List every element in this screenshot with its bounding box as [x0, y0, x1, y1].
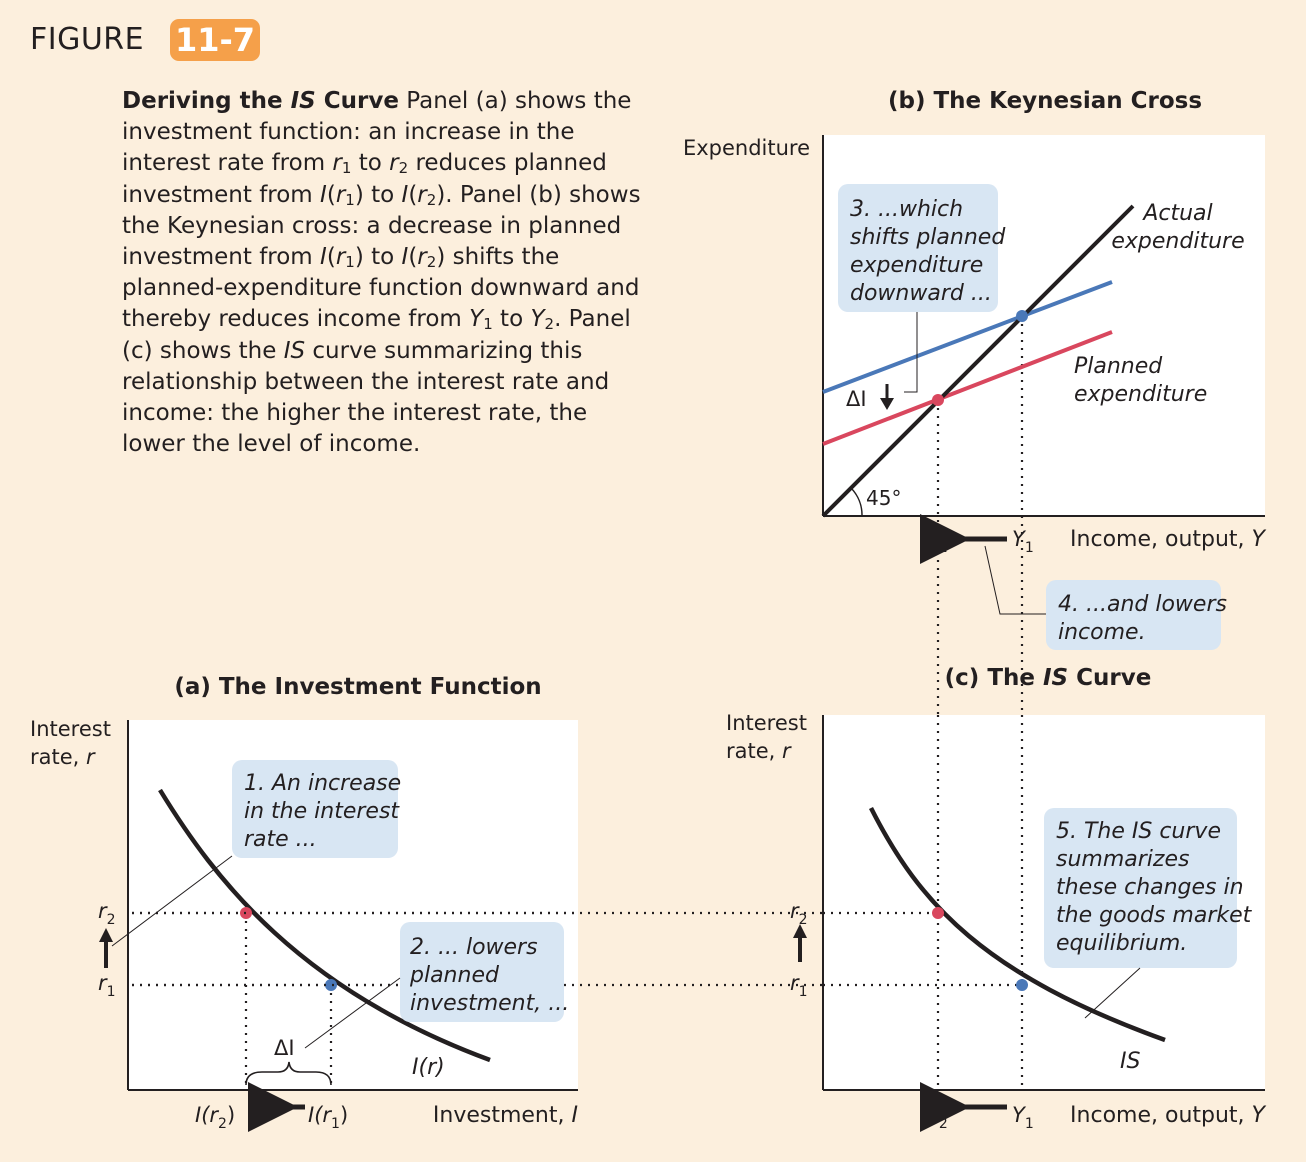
callout-1-leader: [111, 855, 233, 947]
figure-label: FIGURE: [30, 22, 145, 57]
figure-caption: Deriving the IS Curve Panel (a) shows th…: [122, 86, 642, 460]
callout-5-text: 5. The IS curve summarizes these changes i…: [1056, 819, 1253, 956]
delta-i-brace: [245, 1061, 332, 1086]
panel-a-title: (a) The Investment Function: [174, 674, 541, 700]
y1-tick-label-b: Y1: [1012, 527, 1034, 556]
callout-4: [1046, 580, 1221, 650]
investment-curve-label: I(r): [412, 1055, 445, 1080]
panel-a-x-axis-label: Investment, I: [433, 1103, 578, 1128]
panel-b-y-axis-label: Expenditure: [683, 136, 810, 160]
equilibrium-point-2: [932, 394, 944, 406]
callout-2-leader: [304, 977, 401, 1049]
y2-tick-label-b: Y2: [926, 527, 948, 556]
angle-arc: [850, 487, 863, 517]
is-point-r2: [932, 907, 944, 919]
delta-i-down-arrow-head: [880, 398, 894, 410]
callout-3-text: 3. ...which shifts planned expenditure down…: [850, 197, 1006, 306]
is-curve: [868, 806, 1166, 1043]
y2-tick-label-c: Y2: [926, 1103, 948, 1132]
investment-point-r1: [325, 979, 337, 991]
callout-2: [400, 922, 564, 1022]
is-point-r1: [1016, 979, 1028, 991]
r2-tick-label-c: r2: [790, 899, 808, 928]
callout-4-text: 4. ...and lowers income.: [1058, 592, 1227, 645]
ir2-tick-label: I(r2): [195, 1103, 235, 1132]
is-curve-label: IS: [1120, 1049, 1140, 1074]
callout-2-text: 2. ... lowers planned investment, ...: [409, 935, 569, 1016]
panel-b-x-axis-label: Income, output, Y: [1070, 527, 1267, 552]
planned-expenditure-label: Planned expenditure: [1074, 354, 1207, 407]
caption-body: Panel (a) shows the investment function:…: [122, 88, 641, 458]
equilibrium-point-1: [1016, 310, 1028, 322]
r1-tick-label-a: r1: [98, 971, 116, 1000]
delta-i-label-a: ΔI: [274, 1036, 295, 1060]
callout-1: [232, 760, 398, 858]
panel-a-y-axis-label: Interest rate, r: [30, 717, 111, 769]
callout-3-leader: [904, 312, 918, 393]
callout-5-leader: [1084, 967, 1141, 1019]
delta-i-label-b: ΔI: [846, 387, 867, 411]
figure-number-badge: 11-7: [170, 19, 260, 61]
y1-tick-label-c: Y1: [1012, 1103, 1034, 1132]
angle-label: 45°: [866, 486, 901, 510]
planned-expenditure-low-line: [822, 330, 1113, 446]
actual-expenditure-45-line: [821, 204, 1135, 518]
panel-c-title: (c) The IS Curve: [945, 665, 1152, 691]
callout-5: [1044, 808, 1237, 968]
panel-c-y-axis-label: Interest rate, r: [726, 711, 807, 763]
callout-1-text: 1. An increase in the interest rate ...: [244, 771, 401, 852]
actual-expenditure-label: Actual expenditure: [1111, 201, 1244, 254]
r1-tick-label-c: r1: [790, 971, 808, 1000]
callout-4-leader: [984, 545, 1046, 615]
callout-3: [838, 184, 998, 312]
panel-b-title: (b) The Keynesian Cross: [888, 88, 1202, 114]
rate-increase-arrow-head-a: [99, 928, 113, 942]
investment-function-curve: [158, 788, 491, 1063]
panel-c-x-axis-label: Income, output, Y: [1070, 1103, 1267, 1128]
ir1-tick-label: I(r1): [308, 1103, 348, 1132]
caption-title: Deriving the IS Curve: [122, 88, 399, 114]
r2-tick-label-a: r2: [98, 899, 116, 928]
rate-increase-arrow-head-c: [793, 924, 807, 938]
planned-expenditure-high-line: [822, 280, 1113, 394]
